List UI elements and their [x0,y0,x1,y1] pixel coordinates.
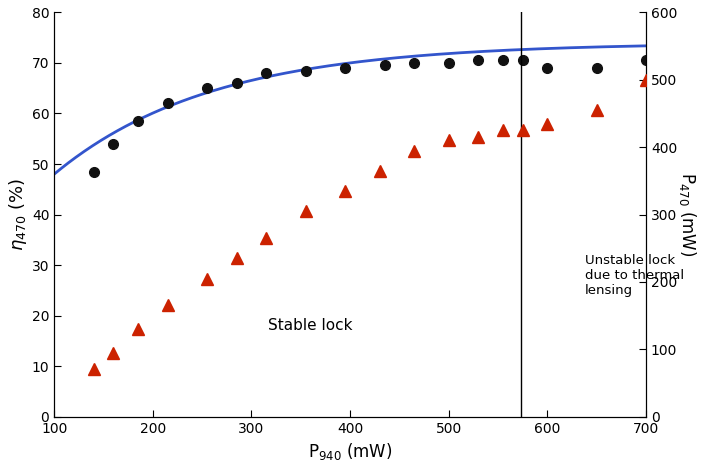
X-axis label: P$_{940}$ (mW): P$_{940}$ (mW) [308,441,392,462]
Y-axis label: $\eta_{470}$ (%): $\eta_{470}$ (%) [7,178,29,251]
Y-axis label: P$_{470}$ (mW): P$_{470}$ (mW) [677,172,698,257]
Text: Stable lock: Stable lock [269,318,353,333]
Text: Unstable lock
due to thermal
lensing: Unstable lock due to thermal lensing [585,254,684,297]
